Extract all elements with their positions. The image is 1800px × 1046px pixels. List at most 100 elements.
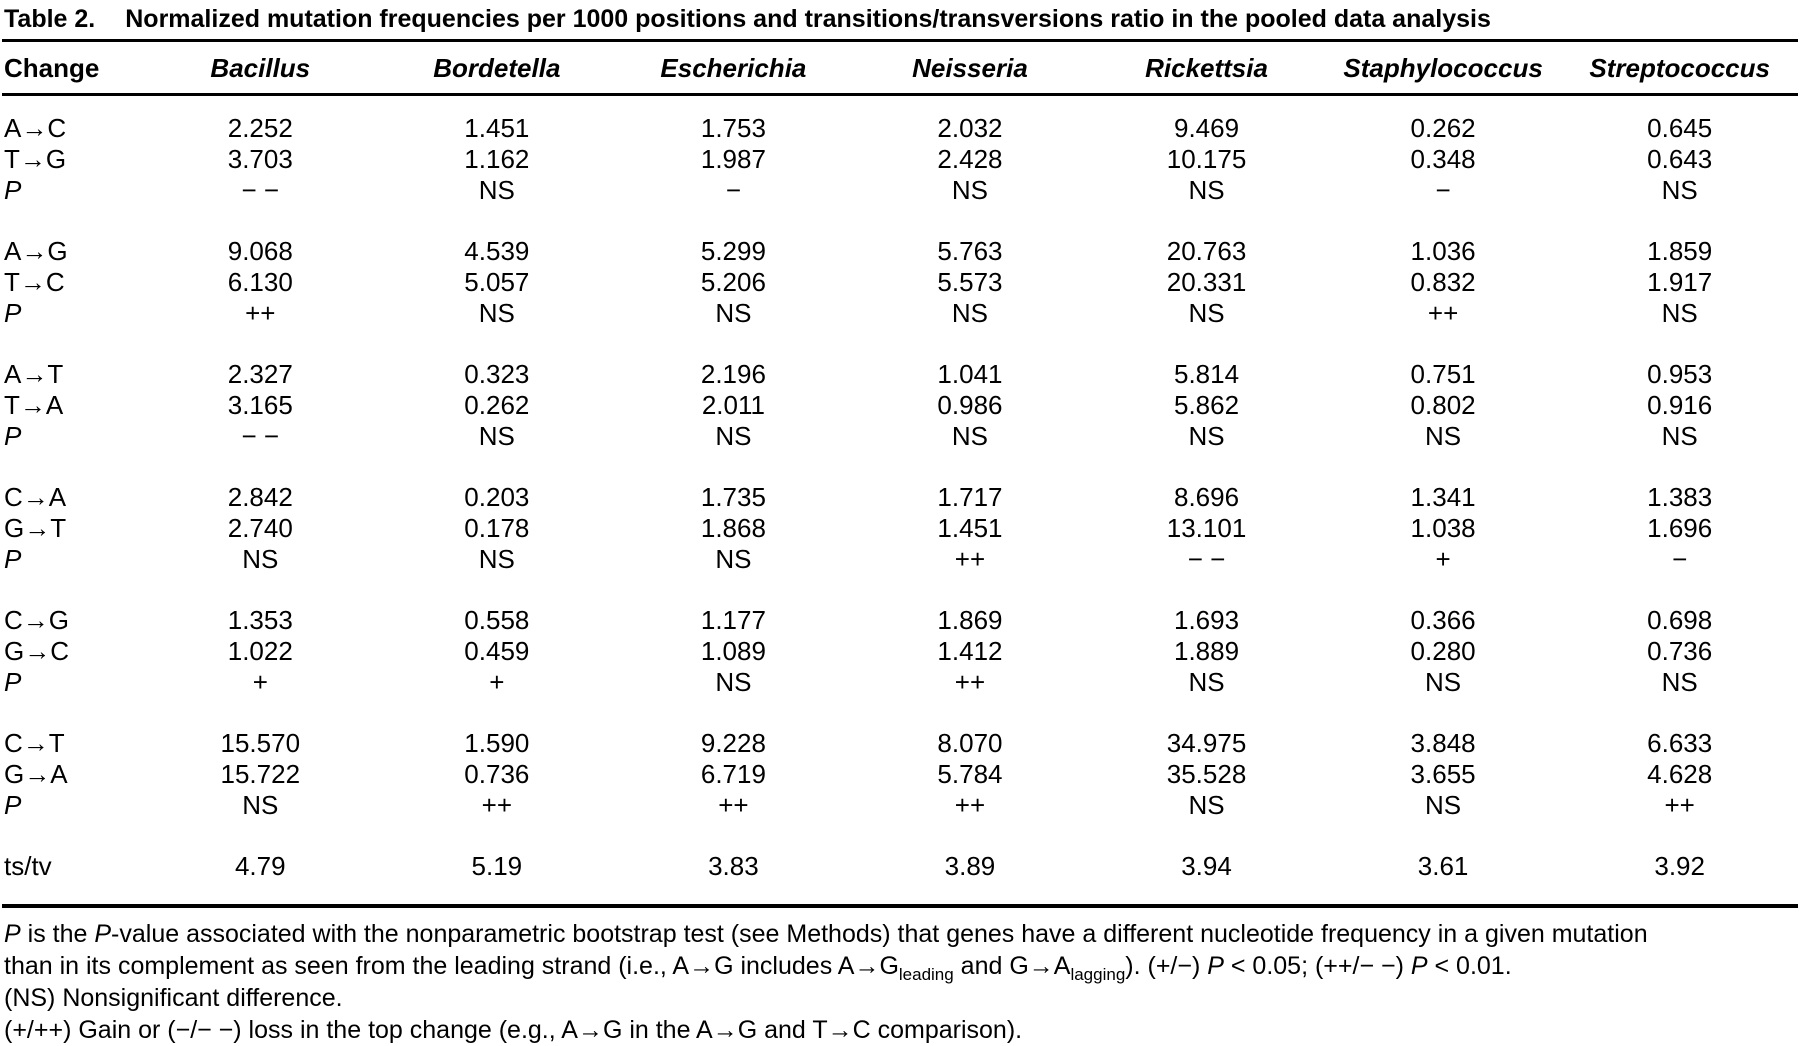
value-cell: 3.94 — [1181, 850, 1232, 881]
value-cell: NS — [1188, 789, 1225, 820]
value-cell: 1.177 — [700, 604, 766, 635]
value-cell: NS — [1425, 420, 1462, 451]
value-cell: 1.451 — [464, 112, 530, 143]
footnote-text: < 0.01. — [1427, 951, 1512, 980]
footnote-subscript: leading — [898, 964, 954, 984]
value-cell: 1.089 — [700, 635, 766, 666]
row-label: P — [4, 420, 22, 451]
value-cell: 5.763 — [937, 235, 1003, 266]
value-cell: NS — [1661, 420, 1698, 451]
value-cell: 0.558 — [464, 604, 530, 635]
row-label: ts/tv — [4, 850, 52, 881]
spacer-cell — [2, 821, 1798, 851]
value-cell: 0.953 — [1647, 358, 1713, 389]
value-cell: 0.262 — [464, 389, 530, 420]
spacer-cell — [2, 882, 1798, 904]
mutation-row: A→C 2.252 1.451 1.753 2.032 9.469 0.262 0.645 — [2, 113, 1798, 144]
value-cell: NS — [1188, 666, 1225, 697]
footnote-line: than in its complement as seen from the … — [4, 950, 1798, 984]
value-cell: 2.032 — [937, 112, 1003, 143]
value-cell: 2.327 — [227, 358, 293, 389]
value-cell: NS — [478, 297, 515, 328]
value-cell: 0.698 — [1647, 604, 1713, 635]
column-header-streptococcus: Streptococcus — [1561, 42, 1798, 96]
row-label: G→A — [4, 758, 68, 789]
value-cell: 1.987 — [700, 143, 766, 174]
value-cell: 5.814 — [1173, 358, 1240, 389]
value-cell: 4.79 — [234, 850, 286, 881]
value-cell: 3.703 — [227, 143, 293, 174]
p-value-row: P + + NS ++ NS NS NS — [2, 667, 1798, 698]
value-cell: 1.162 — [464, 143, 530, 174]
mutation-row: G→C 1.022 0.459 1.089 1.412 1.889 0.280 0.736 — [2, 636, 1798, 667]
value-cell: 9.228 — [700, 727, 766, 758]
value-cell: NS — [1661, 174, 1698, 205]
row-label: A→C — [4, 112, 67, 143]
value-cell: ++ — [954, 543, 986, 574]
value-cell: 0.986 — [937, 389, 1003, 420]
column-header-neisseria: Neisseria — [851, 42, 1089, 96]
value-cell: 3.83 — [708, 850, 759, 881]
value-cell: 6.633 — [1647, 727, 1713, 758]
mutation-row: T→C 6.130 5.057 5.206 5.573 20.331 0.832 1.917 — [2, 267, 1798, 298]
value-cell: − — [725, 174, 741, 205]
footnote-text: P — [4, 919, 21, 948]
spacer-cell — [2, 206, 1798, 236]
value-cell: 0.916 — [1647, 389, 1713, 420]
value-cell: 13.101 — [1166, 512, 1247, 543]
value-cell: 1.917 — [1647, 266, 1713, 297]
spacer-cell — [2, 575, 1798, 605]
mutation-row: G→T 2.740 0.178 1.868 1.451 13.101 1.038 1.696 — [2, 513, 1798, 544]
value-cell: NS — [242, 543, 279, 574]
value-cell: 5.573 — [937, 266, 1003, 297]
mutation-row: T→G 3.703 1.162 1.987 2.428 10.175 0.348 0.643 — [2, 144, 1798, 175]
value-cell: 1.412 — [937, 635, 1003, 666]
value-cell: 5.299 — [700, 235, 766, 266]
value-cell: 1.889 — [1173, 635, 1240, 666]
value-cell: 0.832 — [1410, 266, 1476, 297]
value-cell: NS — [1661, 297, 1698, 328]
value-cell: 2.842 — [227, 481, 293, 512]
header-row: Change Bacillus Bordetella Escherichia N… — [2, 42, 1798, 96]
value-cell: 4.539 — [464, 235, 530, 266]
value-cell: 0.366 — [1410, 604, 1476, 635]
value-cell: 20.331 — [1166, 266, 1247, 297]
value-cell: 1.353 — [227, 604, 293, 635]
spacer-cell — [2, 95, 1798, 113]
value-cell: 15.570 — [220, 727, 301, 758]
value-cell: NS — [1425, 666, 1462, 697]
value-cell: NS — [715, 420, 752, 451]
p-value-row: P NS ++ ++ ++ NS NS ++ — [2, 790, 1798, 821]
value-cell: 2.740 — [227, 512, 293, 543]
row-label: P — [4, 666, 22, 697]
value-cell: 0.178 — [464, 512, 530, 543]
mutation-row: G→A 15.722 0.736 6.719 5.784 35.528 3.655 4.628 — [2, 759, 1798, 790]
spacer-cell — [2, 329, 1798, 359]
row-label: P — [4, 297, 22, 328]
value-cell: 3.89 — [944, 850, 996, 881]
value-cell: NS — [715, 297, 752, 328]
value-cell: − − — [241, 420, 280, 451]
spacer-row — [2, 206, 1798, 236]
row-label: C→A — [4, 481, 67, 512]
value-cell: NS — [1188, 174, 1225, 205]
value-cell: 1.753 — [700, 112, 766, 143]
value-cell: 0.459 — [464, 635, 530, 666]
value-cell: ++ — [481, 789, 513, 820]
value-cell: 3.61 — [1417, 850, 1469, 881]
value-cell: 1.717 — [937, 481, 1003, 512]
value-cell: 8.070 — [937, 727, 1003, 758]
spacer-row — [2, 882, 1798, 904]
p-value-row: P − − NS − NS NS − NS — [2, 175, 1798, 206]
row-label: P — [4, 789, 22, 820]
column-header-rickettsia: Rickettsia — [1088, 42, 1325, 96]
column-header-staphylococcus: Staphylococcus — [1324, 42, 1562, 96]
footnote-text: (+/++) Gain or (−/− −) loss in the top c… — [4, 1015, 1023, 1044]
value-cell: − — [1672, 543, 1688, 574]
value-cell: ++ — [954, 666, 986, 697]
value-cell: 1.022 — [227, 635, 293, 666]
value-cell: 2.252 — [227, 112, 293, 143]
row-label: T→C — [4, 266, 65, 297]
value-cell: 3.848 — [1410, 727, 1476, 758]
value-cell: 0.203 — [464, 481, 530, 512]
